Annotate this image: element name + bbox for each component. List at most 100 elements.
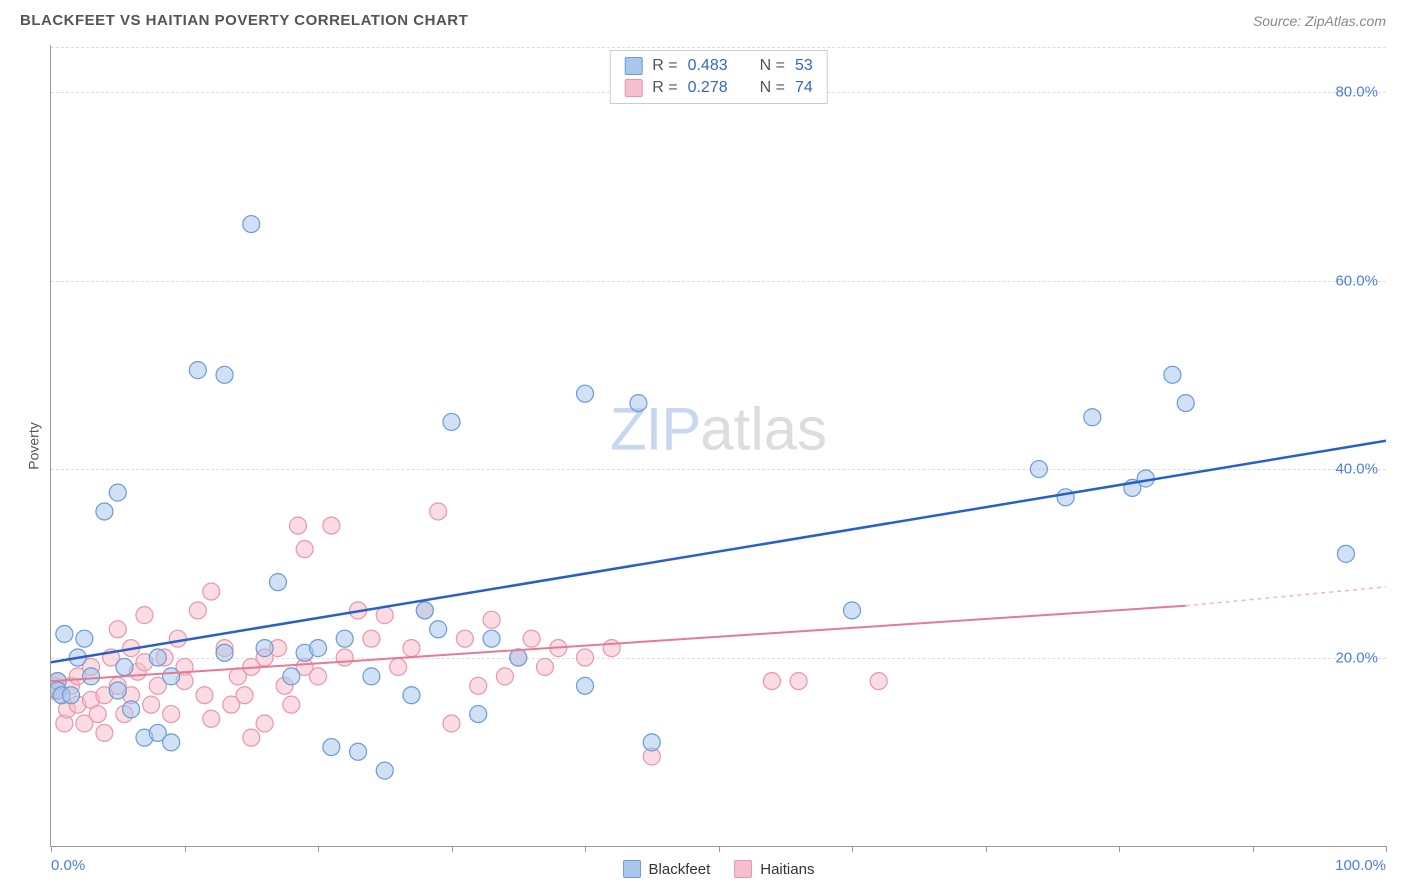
data-point — [243, 729, 260, 746]
data-point — [577, 385, 594, 402]
data-point — [416, 602, 433, 619]
data-point — [336, 630, 353, 647]
n-label-2: N = — [760, 79, 785, 97]
x-tick — [1119, 846, 1120, 852]
data-point — [236, 687, 253, 704]
data-point — [189, 362, 206, 379]
data-point — [196, 687, 213, 704]
data-point — [643, 734, 660, 751]
data-point — [376, 762, 393, 779]
legend-swatch-bottom-haitians — [734, 860, 752, 878]
data-point — [96, 724, 113, 741]
data-point — [149, 649, 166, 666]
chart-title: BLACKFEET VS HAITIAN POVERTY CORRELATION… — [20, 12, 468, 29]
x-tick — [852, 846, 853, 852]
data-point — [577, 649, 594, 666]
data-point — [163, 668, 180, 685]
data-point — [310, 640, 327, 657]
data-point — [523, 630, 540, 647]
legend-swatch-blackfeet — [624, 57, 642, 75]
n-label: N = — [760, 57, 785, 75]
data-point — [443, 715, 460, 732]
data-point — [256, 715, 273, 732]
x-tick — [1386, 846, 1387, 852]
data-point — [256, 640, 273, 657]
data-point — [96, 503, 113, 520]
legend-label-haitians: Haitians — [760, 861, 814, 878]
data-point — [1337, 545, 1354, 562]
legend-stats: R = 0.483 N = 53 R = 0.278 N = 74 — [609, 50, 828, 104]
x-tick — [585, 846, 586, 852]
data-point — [470, 706, 487, 723]
r-value-blackfeet: 0.483 — [688, 57, 728, 75]
n-value-haitians: 74 — [795, 79, 813, 97]
data-point — [163, 734, 180, 751]
data-point — [790, 673, 807, 690]
chart-area: ZIPatlas R = 0.483 N = 53 R = 0.278 N — [50, 45, 1386, 847]
data-point — [56, 625, 73, 642]
trend-line — [51, 441, 1386, 662]
data-point — [1030, 461, 1047, 478]
data-point — [536, 658, 553, 675]
data-point — [603, 640, 620, 657]
x-tick — [51, 846, 52, 852]
data-point — [116, 658, 133, 675]
data-point — [323, 739, 340, 756]
data-point — [123, 701, 140, 718]
data-point — [456, 630, 473, 647]
plot-region: ZIPatlas R = 0.483 N = 53 R = 0.278 N — [50, 45, 1386, 847]
data-point — [109, 682, 126, 699]
data-point — [89, 706, 106, 723]
data-point — [296, 541, 313, 558]
data-point — [376, 607, 393, 624]
data-point — [63, 687, 80, 704]
data-point — [189, 602, 206, 619]
data-point — [1164, 366, 1181, 383]
data-point — [483, 630, 500, 647]
data-point — [470, 677, 487, 694]
data-point — [350, 743, 367, 760]
r-label-2: R = — [652, 79, 677, 97]
data-point — [109, 621, 126, 638]
legend-swatch-haitians — [624, 79, 642, 97]
legend-swatch-bottom-blackfeet — [623, 860, 641, 878]
legend-stats-row-2: R = 0.278 N = 74 — [624, 79, 813, 97]
n-value-blackfeet: 53 — [795, 57, 813, 75]
data-point — [289, 517, 306, 534]
data-point — [577, 677, 594, 694]
data-point — [163, 706, 180, 723]
x-tick — [986, 846, 987, 852]
data-point — [390, 658, 407, 675]
r-label: R = — [652, 57, 677, 75]
data-point — [763, 673, 780, 690]
data-point — [76, 630, 93, 647]
data-point — [630, 395, 647, 412]
data-point — [83, 668, 100, 685]
data-point — [283, 668, 300, 685]
data-point — [216, 366, 233, 383]
x-tick-label: 0.0% — [51, 857, 85, 874]
r-value-haitians: 0.278 — [688, 79, 728, 97]
data-point — [216, 644, 233, 661]
chart-container: BLACKFEET VS HAITIAN POVERTY CORRELATION… — [0, 0, 1406, 892]
data-point — [430, 503, 447, 520]
legend-item-blackfeet: Blackfeet — [623, 860, 711, 878]
data-point — [243, 216, 260, 233]
data-point — [143, 696, 160, 713]
data-point — [870, 673, 887, 690]
data-point — [136, 607, 153, 624]
data-point — [496, 668, 513, 685]
x-tick — [318, 846, 319, 852]
chart-header: BLACKFEET VS HAITIAN POVERTY CORRELATION… — [0, 0, 1406, 37]
legend-stats-row-1: R = 0.483 N = 53 — [624, 57, 813, 75]
x-tick — [452, 846, 453, 852]
data-point — [1057, 489, 1074, 506]
plot-svg — [51, 45, 1386, 846]
data-point — [483, 611, 500, 628]
data-point — [1177, 395, 1194, 412]
data-point — [283, 696, 300, 713]
y-axis-label: Poverty — [26, 422, 42, 469]
data-point — [844, 602, 861, 619]
data-point — [1084, 409, 1101, 426]
legend-series: Blackfeet Haitians — [623, 860, 815, 878]
